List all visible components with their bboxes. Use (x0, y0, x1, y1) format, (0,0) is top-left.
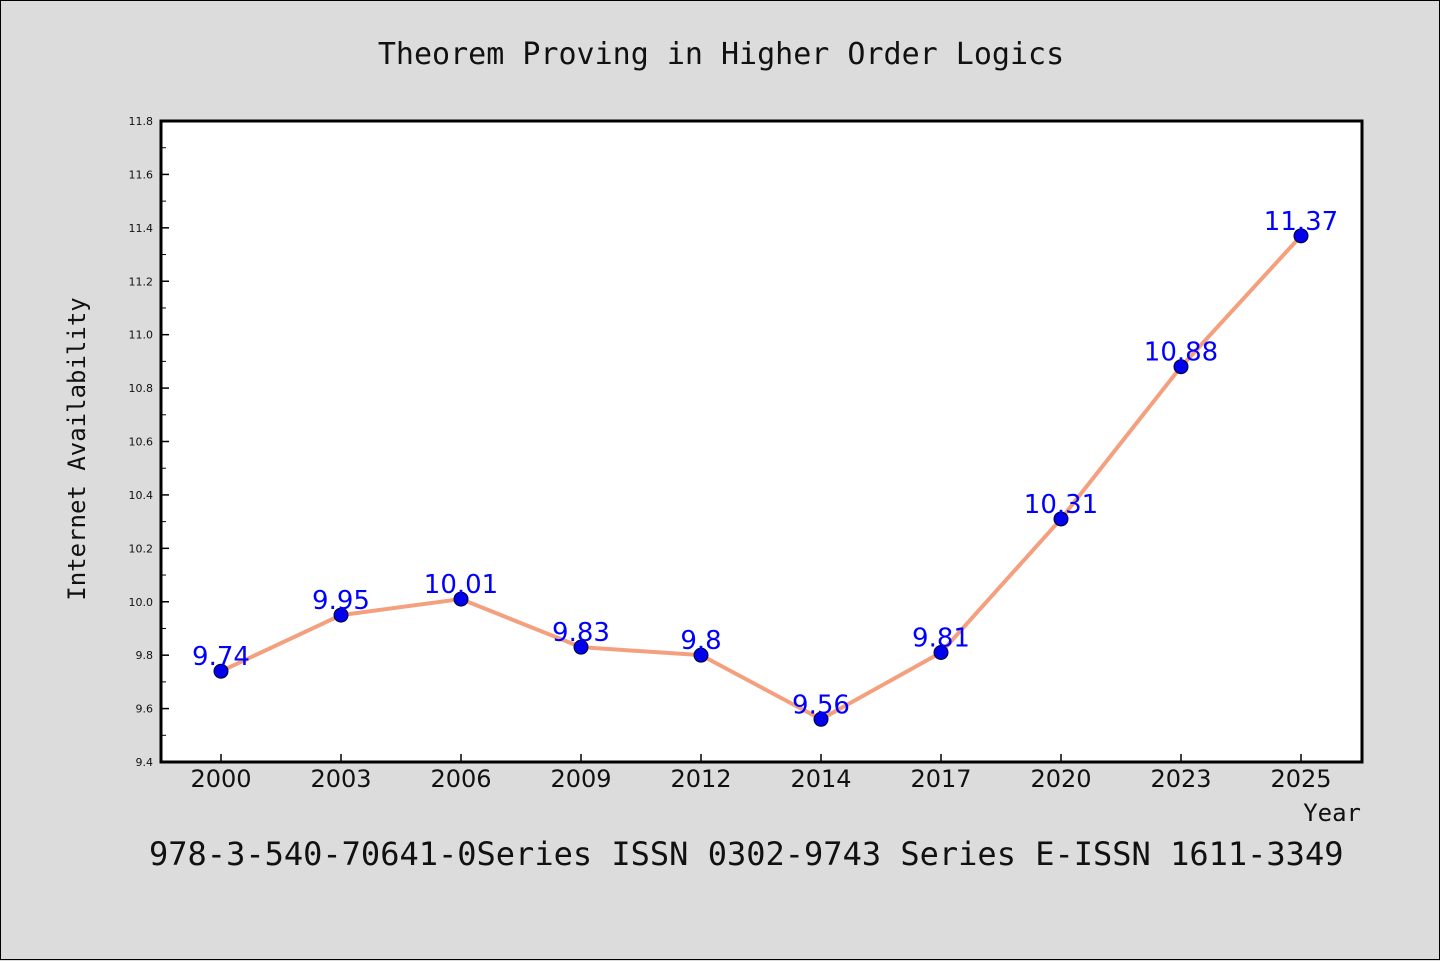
x-tick-label: 2023 (1150, 765, 1211, 793)
x-tick-label: 2000 (190, 765, 251, 793)
x-tick-label: 2025 (1270, 765, 1331, 793)
x-tick-label: 2020 (1030, 765, 1091, 793)
data-point-marker (453, 591, 469, 607)
y-tick-label: 9.4 (136, 756, 154, 769)
data-labels: 9.74 9.95 10.01 9.83 9.8 9.56 9.81 10.31 10.88 11… (192, 207, 1338, 720)
data-point-marker (333, 607, 349, 623)
data-label: 11.37 (1264, 207, 1338, 237)
x-axis: 2000 2003 2006 2009 2012 2014 2017 2020 2023 2025 (190, 754, 1332, 793)
y-tick-label: 10.0 (129, 596, 154, 609)
data-point-marker (1173, 359, 1189, 375)
data-label: 10.31 (1024, 490, 1098, 520)
y-tick-label: 10.8 (129, 382, 154, 395)
data-point-marker (573, 639, 589, 655)
data-label: 9.74 (192, 642, 250, 672)
y-tick-label: 11.2 (129, 275, 154, 288)
x-tick-label: 2017 (910, 765, 971, 793)
data-point-marker (1053, 511, 1069, 527)
y-tick-label: 11.4 (129, 222, 154, 235)
x-tick-label: 2006 (430, 765, 491, 793)
data-label: 9.95 (312, 586, 370, 616)
y-tick-label: 10.4 (129, 489, 154, 502)
data-point-marker (813, 711, 829, 727)
x-tick-label: 2014 (790, 765, 851, 793)
plot-frame (159, 119, 1364, 764)
y-tick-label: 11.6 (129, 168, 154, 181)
x-tick-label: 2009 (550, 765, 611, 793)
data-label: 9.8 (680, 626, 721, 656)
x-tick-label: 2012 (670, 765, 731, 793)
data-label: 9.56 (792, 690, 850, 720)
data-label: 9.83 (552, 618, 610, 648)
y-axis-label: Internet Availability (63, 297, 91, 600)
data-point-marker (933, 644, 949, 660)
chart-title: Theorem Proving in Higher Order Logics (378, 37, 1064, 72)
y-axis: 9.4 9.6 9.8 10.0 10.2 10.4 10.6 10.8 11.0 11.2 11.… (129, 115, 169, 769)
data-point-marker (1293, 228, 1309, 244)
series-line (220, 234, 1303, 722)
data-label: 10.88 (1144, 338, 1218, 368)
y-tick-label: 9.8 (136, 649, 154, 662)
plot-area (161, 121, 1362, 762)
y-tick-label: 11.8 (129, 115, 154, 128)
x-axis-label: Year (1303, 799, 1361, 827)
data-label: 10.01 (424, 570, 498, 600)
y-tick-label: 11.0 (129, 329, 154, 342)
data-point-marker (213, 663, 229, 679)
series-layer (213, 228, 1309, 727)
data-point-marker (693, 647, 709, 663)
data-label: 9.81 (912, 623, 970, 653)
caption: 978-3-540-70641-0Series ISSN 0302-9743 S… (149, 835, 1343, 873)
y-tick-label: 9.6 (136, 703, 154, 716)
x-tick-label: 2003 (310, 765, 371, 793)
y-tick-label: 10.6 (129, 436, 154, 449)
y-tick-label: 10.2 (129, 542, 154, 555)
